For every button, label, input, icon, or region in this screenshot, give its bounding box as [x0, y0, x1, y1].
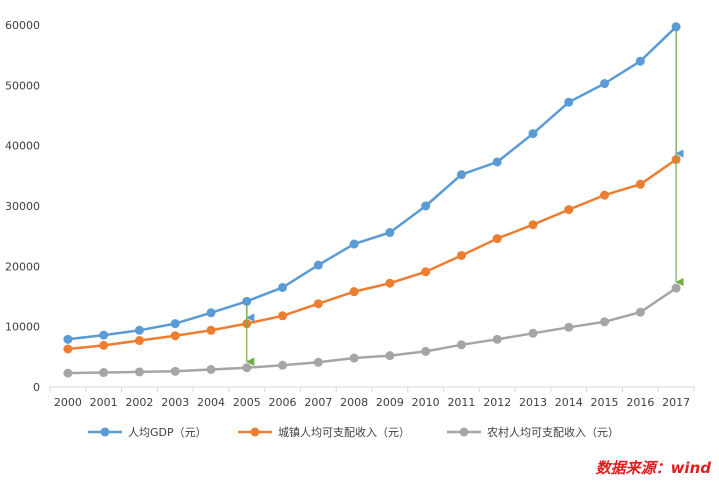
y-tick-label: 60000	[5, 19, 40, 32]
data-point	[456, 170, 466, 180]
data-point	[635, 179, 645, 189]
data-point	[671, 22, 681, 32]
legend-item-1: 人均GDP（元）	[88, 426, 207, 439]
x-tick-label: 2003	[161, 396, 189, 409]
x-tick-label: 2006	[269, 396, 297, 409]
data-point	[528, 129, 538, 139]
x-tick-label: 2005	[233, 396, 261, 409]
data-point	[600, 190, 610, 200]
data-point	[313, 357, 323, 367]
x-tick-label: 2008	[340, 396, 368, 409]
data-point	[206, 308, 216, 318]
y-axis: 0 10000 20000 30000 40000 50000 60000	[5, 19, 40, 394]
data-point	[242, 296, 252, 306]
legend-label: 农村人均可支配收入（元）	[487, 425, 619, 439]
x-tick-label: 2012	[483, 396, 511, 409]
series-line	[67, 287, 677, 375]
data-point	[456, 250, 466, 260]
legend-item-3: 农村人均可支配收入（元）	[447, 425, 619, 439]
data-point	[313, 299, 323, 309]
data-point	[170, 319, 180, 329]
legend-item-2: 城镇人均可支配收入（元）	[238, 425, 410, 439]
x-tick-label: 2000	[54, 396, 82, 409]
data-point	[242, 363, 252, 373]
data-point	[385, 228, 395, 238]
data-point	[99, 340, 109, 350]
y-tick-label: 40000	[5, 140, 40, 153]
data-point	[99, 330, 109, 340]
x-tick-label: 2015	[591, 396, 619, 409]
x-tick-label: 2010	[412, 396, 440, 409]
data-point	[313, 260, 323, 270]
data-point	[99, 368, 109, 378]
data-point	[349, 353, 359, 363]
series-3	[63, 283, 681, 378]
data-point	[278, 311, 288, 321]
legend-label: 人均GDP（元）	[128, 426, 207, 439]
data-point	[635, 56, 645, 66]
data-point	[564, 205, 574, 215]
data-point	[349, 287, 359, 297]
y-tick-label: 30000	[5, 200, 40, 213]
x-tick-label: 2011	[447, 396, 475, 409]
x-tick-label: 2014	[555, 396, 583, 409]
data-point	[63, 344, 73, 354]
legend-marker	[100, 427, 110, 437]
legend-marker	[250, 427, 260, 437]
x-tick-label: 2017	[662, 396, 690, 409]
legend: 人均GDP（元） 城镇人均可支配收入（元） 农村人均可支配收入（元）	[88, 425, 619, 439]
data-point	[134, 325, 144, 335]
data-point	[492, 334, 502, 344]
data-point	[63, 368, 73, 378]
data-point	[528, 220, 538, 230]
x-tick-label: 2007	[304, 396, 332, 409]
data-point	[385, 351, 395, 361]
x-tick-label: 2013	[519, 396, 547, 409]
y-tick-label: 10000	[5, 321, 40, 334]
series-1	[63, 22, 681, 344]
y-tick-label: 20000	[5, 260, 40, 273]
data-point	[170, 366, 180, 376]
data-point	[492, 234, 502, 244]
data-point	[278, 360, 288, 370]
data-source-label: 数据来源：wind	[595, 459, 711, 477]
data-point	[134, 336, 144, 346]
data-point	[456, 340, 466, 350]
data-point	[63, 334, 73, 344]
x-tick-label: 2016	[626, 396, 654, 409]
data-point	[278, 282, 288, 292]
data-point	[170, 331, 180, 341]
data-point	[564, 97, 574, 107]
data-point	[671, 283, 681, 293]
series-layer	[63, 22, 681, 378]
data-point	[206, 365, 216, 375]
series-2	[63, 155, 681, 354]
data-point	[134, 367, 144, 377]
data-point	[385, 278, 395, 288]
data-point	[635, 307, 645, 317]
data-point	[600, 317, 610, 327]
series-line	[67, 158, 677, 351]
data-point	[564, 322, 574, 332]
x-tick-label: 2002	[125, 396, 153, 409]
series-line	[67, 25, 677, 341]
data-point	[349, 239, 359, 249]
x-tick-label: 2009	[376, 396, 404, 409]
data-point	[421, 201, 431, 211]
data-point	[492, 157, 502, 167]
y-tick-label: 50000	[5, 79, 40, 92]
annotation-layer	[245, 30, 684, 366]
data-point	[600, 79, 610, 89]
data-point	[206, 325, 216, 335]
x-tick-label: 2004	[197, 396, 225, 409]
legend-label: 城镇人均可支配收入（元）	[278, 425, 410, 439]
legend-marker	[459, 427, 469, 437]
data-point	[421, 267, 431, 277]
data-point	[528, 328, 538, 338]
y-tick-label: 0	[33, 381, 40, 394]
x-axis: 2000 2001 2002 2003 2004 2005 2006 2007 2008 2009…	[49, 386, 695, 409]
x-tick-label: 2001	[90, 396, 118, 409]
data-point	[421, 346, 431, 356]
